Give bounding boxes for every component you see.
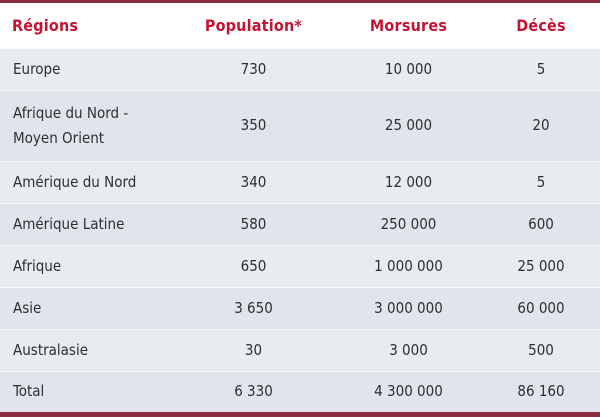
table-row-total: Total 6 330 4 300 000 86 160 <box>0 371 600 412</box>
cell-population: 350 <box>240 116 267 134</box>
cell-bites: 250 000 <box>380 214 437 233</box>
cell-deaths: 25 000 <box>517 256 565 275</box>
cell-deaths: 600 <box>528 214 554 233</box>
cell-region: Amérique Latine <box>13 214 125 233</box>
cell-region: Europe <box>13 59 61 78</box>
cell-population: 30 <box>244 340 263 359</box>
table-body: Europe 730 10 000 5 Afrique du Nord - Mo… <box>0 48 600 412</box>
cell-region: Afrique <box>13 256 62 275</box>
cell-bites: 25 000 <box>384 116 433 134</box>
cell-deaths: 60 000 <box>517 298 565 317</box>
cell-deaths: 86 160 <box>517 382 565 401</box>
header-deaths: Décès <box>516 15 566 35</box>
cell-region-line-2: Moyen Orient <box>13 128 105 147</box>
cell-population: 730 <box>240 59 267 78</box>
cell-bites: 1 000 000 <box>374 256 443 275</box>
table-row-north-africa-middle-east: Afrique du Nord - Moyen Orient 350 25 00… <box>0 90 600 161</box>
cell-population: 3 650 <box>234 298 273 317</box>
table-row-asia: Asie 3 650 3 000 000 60 000 <box>0 287 600 329</box>
cell-deaths: 20 <box>532 116 550 134</box>
header-bites: Morsures <box>369 15 448 35</box>
cell-deaths: 5 <box>536 172 546 191</box>
cell-deaths: 5 <box>536 59 546 78</box>
cell-bites: 3 000 000 <box>374 298 443 317</box>
cell-region: Australasie <box>13 340 89 359</box>
cell-deaths: 500 <box>528 340 554 359</box>
cell-population: 650 <box>240 256 267 275</box>
cell-bites: 3 000 <box>389 340 428 359</box>
cell-population: 340 <box>240 172 267 191</box>
cell-region-line-1: Afrique du Nord - <box>13 103 129 122</box>
cell-population: 580 <box>240 214 267 233</box>
table-row-africa: Afrique 650 1 000 000 25 000 <box>0 245 600 287</box>
table-row-australasia: Australasie 30 3 000 500 <box>0 329 600 371</box>
header-row: Régions Population* Morsures Décès <box>0 3 600 48</box>
cell-region: Amérique du Nord <box>13 172 137 191</box>
header-regions: Régions <box>12 15 79 35</box>
table-header: Régions Population* Morsures Décès <box>0 3 600 48</box>
cell-bites: 12 000 <box>384 172 433 191</box>
table-row-europe: Europe 730 10 000 5 <box>0 48 600 90</box>
cell-region: Asie <box>13 298 42 317</box>
table-row-latin-america: Amérique Latine 580 250 000 600 <box>0 203 600 245</box>
cell-region: Afrique du Nord - Moyen Orient <box>0 90 172 161</box>
snake-bites-table: Régions Population* Morsures Décès Europ… <box>0 3 600 412</box>
cell-bites: 4 300 000 <box>374 382 443 401</box>
cell-region: Total <box>13 382 45 401</box>
table-row-north-america: Amérique du Nord 340 12 000 5 <box>0 161 600 203</box>
header-population: Population* <box>204 15 303 35</box>
cell-bites: 10 000 <box>384 59 433 78</box>
cell-population: 6 330 <box>234 382 273 401</box>
